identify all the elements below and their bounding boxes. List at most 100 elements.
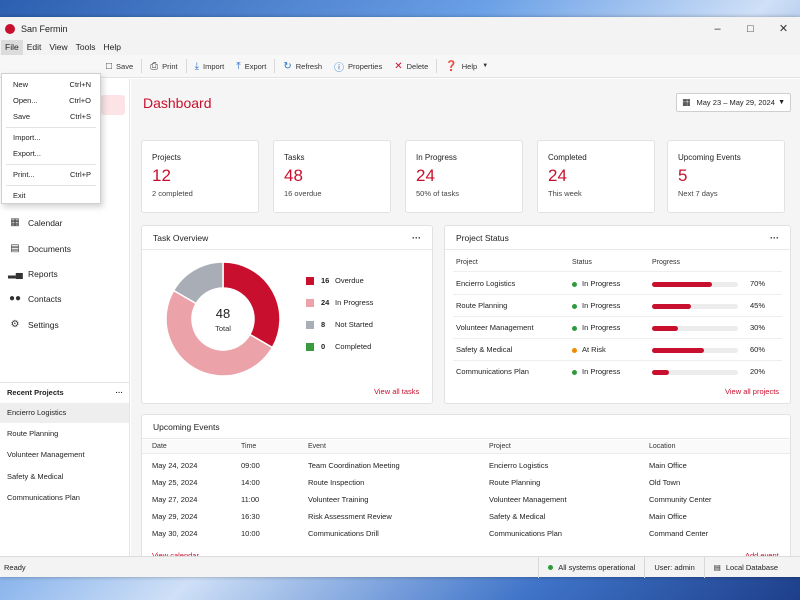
progress-bar-fill bbox=[652, 348, 704, 353]
date-range-picker[interactable]: ▦ May 23 – May 29, 2024 ▼ bbox=[676, 93, 791, 112]
progress-percent: 20% bbox=[750, 367, 766, 376]
event-date-cell: May 27, 2024 bbox=[152, 495, 198, 504]
help-button[interactable]: ❓ Help ▼ bbox=[445, 60, 489, 72]
sidebar-active-highlight bbox=[101, 95, 125, 115]
recent-project-item[interactable]: Volunteer Management bbox=[7, 450, 85, 459]
event-time-cell: 14:00 bbox=[241, 478, 260, 487]
toolbar-divider bbox=[141, 59, 143, 73]
event-date-cell: May 29, 2024 bbox=[152, 512, 198, 521]
close-button[interactable]: ✕ bbox=[778, 23, 789, 35]
recent-project-item[interactable]: Encierro Logistics bbox=[0, 403, 129, 423]
status-user: User: admin bbox=[644, 556, 703, 578]
delete-x-icon: ✕ bbox=[394, 60, 403, 72]
project-name-cell[interactable]: Communications Plan bbox=[456, 367, 529, 376]
stat-card-completed[interactable]: Completed 24 This week bbox=[537, 140, 655, 213]
recent-project-item[interactable]: Route Planning bbox=[7, 429, 59, 438]
refresh-icon: ↻ bbox=[283, 60, 292, 72]
export-icon: ⤒ bbox=[236, 60, 241, 72]
event-location-cell: Command Center bbox=[649, 529, 709, 538]
sidebar-item-contacts[interactable]: ●● Contacts bbox=[8, 293, 62, 304]
progress-percent: 60% bbox=[750, 345, 766, 354]
progress-bar bbox=[652, 304, 738, 309]
task-donut-chart bbox=[165, 261, 281, 377]
menu-item-exit[interactable]: Exit bbox=[13, 191, 26, 200]
view-all-tasks-link[interactable]: View all tasks bbox=[374, 387, 420, 396]
table-row[interactable]: May 27, 2024 11:00 Volunteer Training Volun… bbox=[142, 492, 790, 509]
import-button[interactable]: ⤓ Import bbox=[194, 60, 225, 72]
menu-item-save[interactable]: Save Ctrl+S bbox=[13, 112, 91, 121]
sidebar-item-documents[interactable]: ▤ Documents bbox=[8, 243, 71, 254]
window-title: San Fermin bbox=[21, 23, 68, 34]
status-dot-icon bbox=[572, 281, 577, 287]
row-divider bbox=[453, 338, 782, 339]
status-cell: At Risk bbox=[572, 345, 606, 354]
legend-swatch bbox=[306, 276, 314, 285]
status-database: ▤ Local Database bbox=[703, 556, 800, 578]
delete-button[interactable]: ✕ Delete bbox=[394, 60, 429, 72]
status-dot-icon bbox=[572, 369, 577, 375]
maximize-button[interactable]: □ bbox=[747, 22, 754, 35]
menu-item-open[interactable]: Open... Ctrl+O bbox=[13, 96, 91, 105]
column-header-project: Project bbox=[456, 259, 478, 266]
menu-item-export[interactable]: Export... bbox=[13, 149, 41, 158]
view-all-projects-link[interactable]: View all projects bbox=[725, 387, 780, 396]
more-options-icon[interactable]: ··· bbox=[115, 388, 124, 397]
table-row[interactable]: May 25, 2024 14:00 Route Inspection Route P… bbox=[142, 475, 790, 492]
status-systems: All systems operational bbox=[538, 556, 644, 578]
menu-item-new[interactable]: New Ctrl+N bbox=[13, 80, 91, 89]
stat-card-projects[interactable]: Projects 12 2 completed bbox=[141, 140, 259, 213]
column-header-date: Date bbox=[152, 443, 167, 450]
project-name-cell[interactable]: Safety & Medical bbox=[456, 345, 513, 354]
print-button[interactable]: ⎙ Print bbox=[150, 60, 178, 72]
table-row[interactable]: May 24, 2024 09:00 Team Coordination Meeti… bbox=[142, 458, 790, 475]
status-dot-icon bbox=[572, 347, 577, 353]
export-button[interactable]: ⤒ Export bbox=[236, 60, 267, 72]
panel-title: Upcoming Events bbox=[153, 421, 220, 432]
status-ok-icon bbox=[548, 564, 554, 570]
menu-tools[interactable]: Tools bbox=[75, 42, 96, 52]
table-row[interactable]: May 29, 2024 16:30 Risk Assessment Review S… bbox=[142, 509, 790, 526]
help-icon: ❓ bbox=[445, 60, 458, 72]
sidebar-item-settings[interactable]: ⚙ Settings bbox=[8, 319, 59, 330]
status-cell: In Progress bbox=[572, 279, 620, 288]
app-window: San Fermin – □ ✕ File Edit View Tools He… bbox=[0, 17, 800, 578]
info-icon: ⓘ bbox=[334, 62, 345, 74]
menu-separator bbox=[6, 185, 96, 186]
row-divider bbox=[453, 294, 782, 295]
more-options-icon[interactable]: ··· bbox=[770, 232, 779, 243]
gear-icon: ⚙ bbox=[10, 319, 20, 330]
properties-button[interactable]: ⓘ Properties bbox=[328, 55, 388, 78]
menu-bar: File Edit View Tools Help bbox=[0, 40, 800, 55]
recent-project-item[interactable]: Safety & Medical bbox=[7, 472, 64, 481]
project-name-cell[interactable]: Volunteer Management bbox=[456, 323, 534, 332]
menu-file[interactable]: File bbox=[1, 40, 23, 55]
sidebar-item-reports[interactable]: ▂▄ Reports bbox=[8, 268, 58, 279]
donut-total-label: Total bbox=[215, 324, 231, 333]
event-project-cell: Route Planning bbox=[489, 478, 541, 487]
save-button[interactable]: □ Save bbox=[106, 60, 134, 72]
stat-card-tasks[interactable]: Tasks 48 16 overdue bbox=[273, 140, 391, 213]
stat-card-upcoming-events[interactable]: Upcoming Events 5 Next 7 days bbox=[667, 140, 785, 213]
more-options-icon[interactable]: ··· bbox=[412, 232, 421, 243]
recent-project-item[interactable]: Communications Plan bbox=[7, 493, 80, 502]
menu-view[interactable]: View bbox=[49, 42, 68, 52]
add-event-link[interactable]: Add event bbox=[745, 551, 779, 560]
view-calendar-link[interactable]: View calendar bbox=[152, 551, 199, 560]
legend-swatch bbox=[306, 298, 314, 307]
progress-percent: 70% bbox=[750, 279, 766, 288]
calendar-icon: ▦ bbox=[682, 97, 691, 107]
menu-help[interactable]: Help bbox=[103, 42, 121, 52]
project-name-cell[interactable]: Encierro Logistics bbox=[456, 279, 516, 288]
menu-item-import[interactable]: Import... bbox=[13, 133, 41, 142]
project-name-cell[interactable]: Route Planning bbox=[456, 301, 508, 310]
menu-edit[interactable]: Edit bbox=[26, 42, 42, 52]
progress-bar-fill bbox=[652, 282, 713, 287]
sidebar-item-calendar[interactable]: ▦ Calendar bbox=[8, 217, 62, 228]
column-header-status: Status bbox=[572, 259, 592, 266]
status-ready: Ready bbox=[4, 562, 26, 572]
menu-item-print[interactable]: Print... Ctrl+P bbox=[13, 170, 91, 179]
minimize-button[interactable]: – bbox=[714, 22, 721, 35]
refresh-button[interactable]: ↻ Refresh bbox=[283, 60, 323, 72]
stat-card-in-progress[interactable]: In Progress 24 50% of tasks bbox=[405, 140, 523, 213]
table-row[interactable]: May 30, 2024 10:00 Communications Drill Com… bbox=[142, 526, 790, 543]
